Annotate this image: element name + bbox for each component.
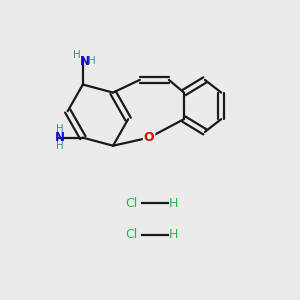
Text: N: N xyxy=(55,131,64,144)
Text: O: O xyxy=(144,131,154,144)
Text: H: H xyxy=(56,124,64,134)
Text: Cl: Cl xyxy=(125,197,138,210)
Text: H: H xyxy=(88,56,96,66)
Text: H: H xyxy=(56,141,64,152)
Text: Cl: Cl xyxy=(125,228,138,241)
Text: H: H xyxy=(169,228,178,241)
Text: H: H xyxy=(169,197,178,210)
Text: H: H xyxy=(73,50,81,60)
Text: N: N xyxy=(80,55,89,68)
